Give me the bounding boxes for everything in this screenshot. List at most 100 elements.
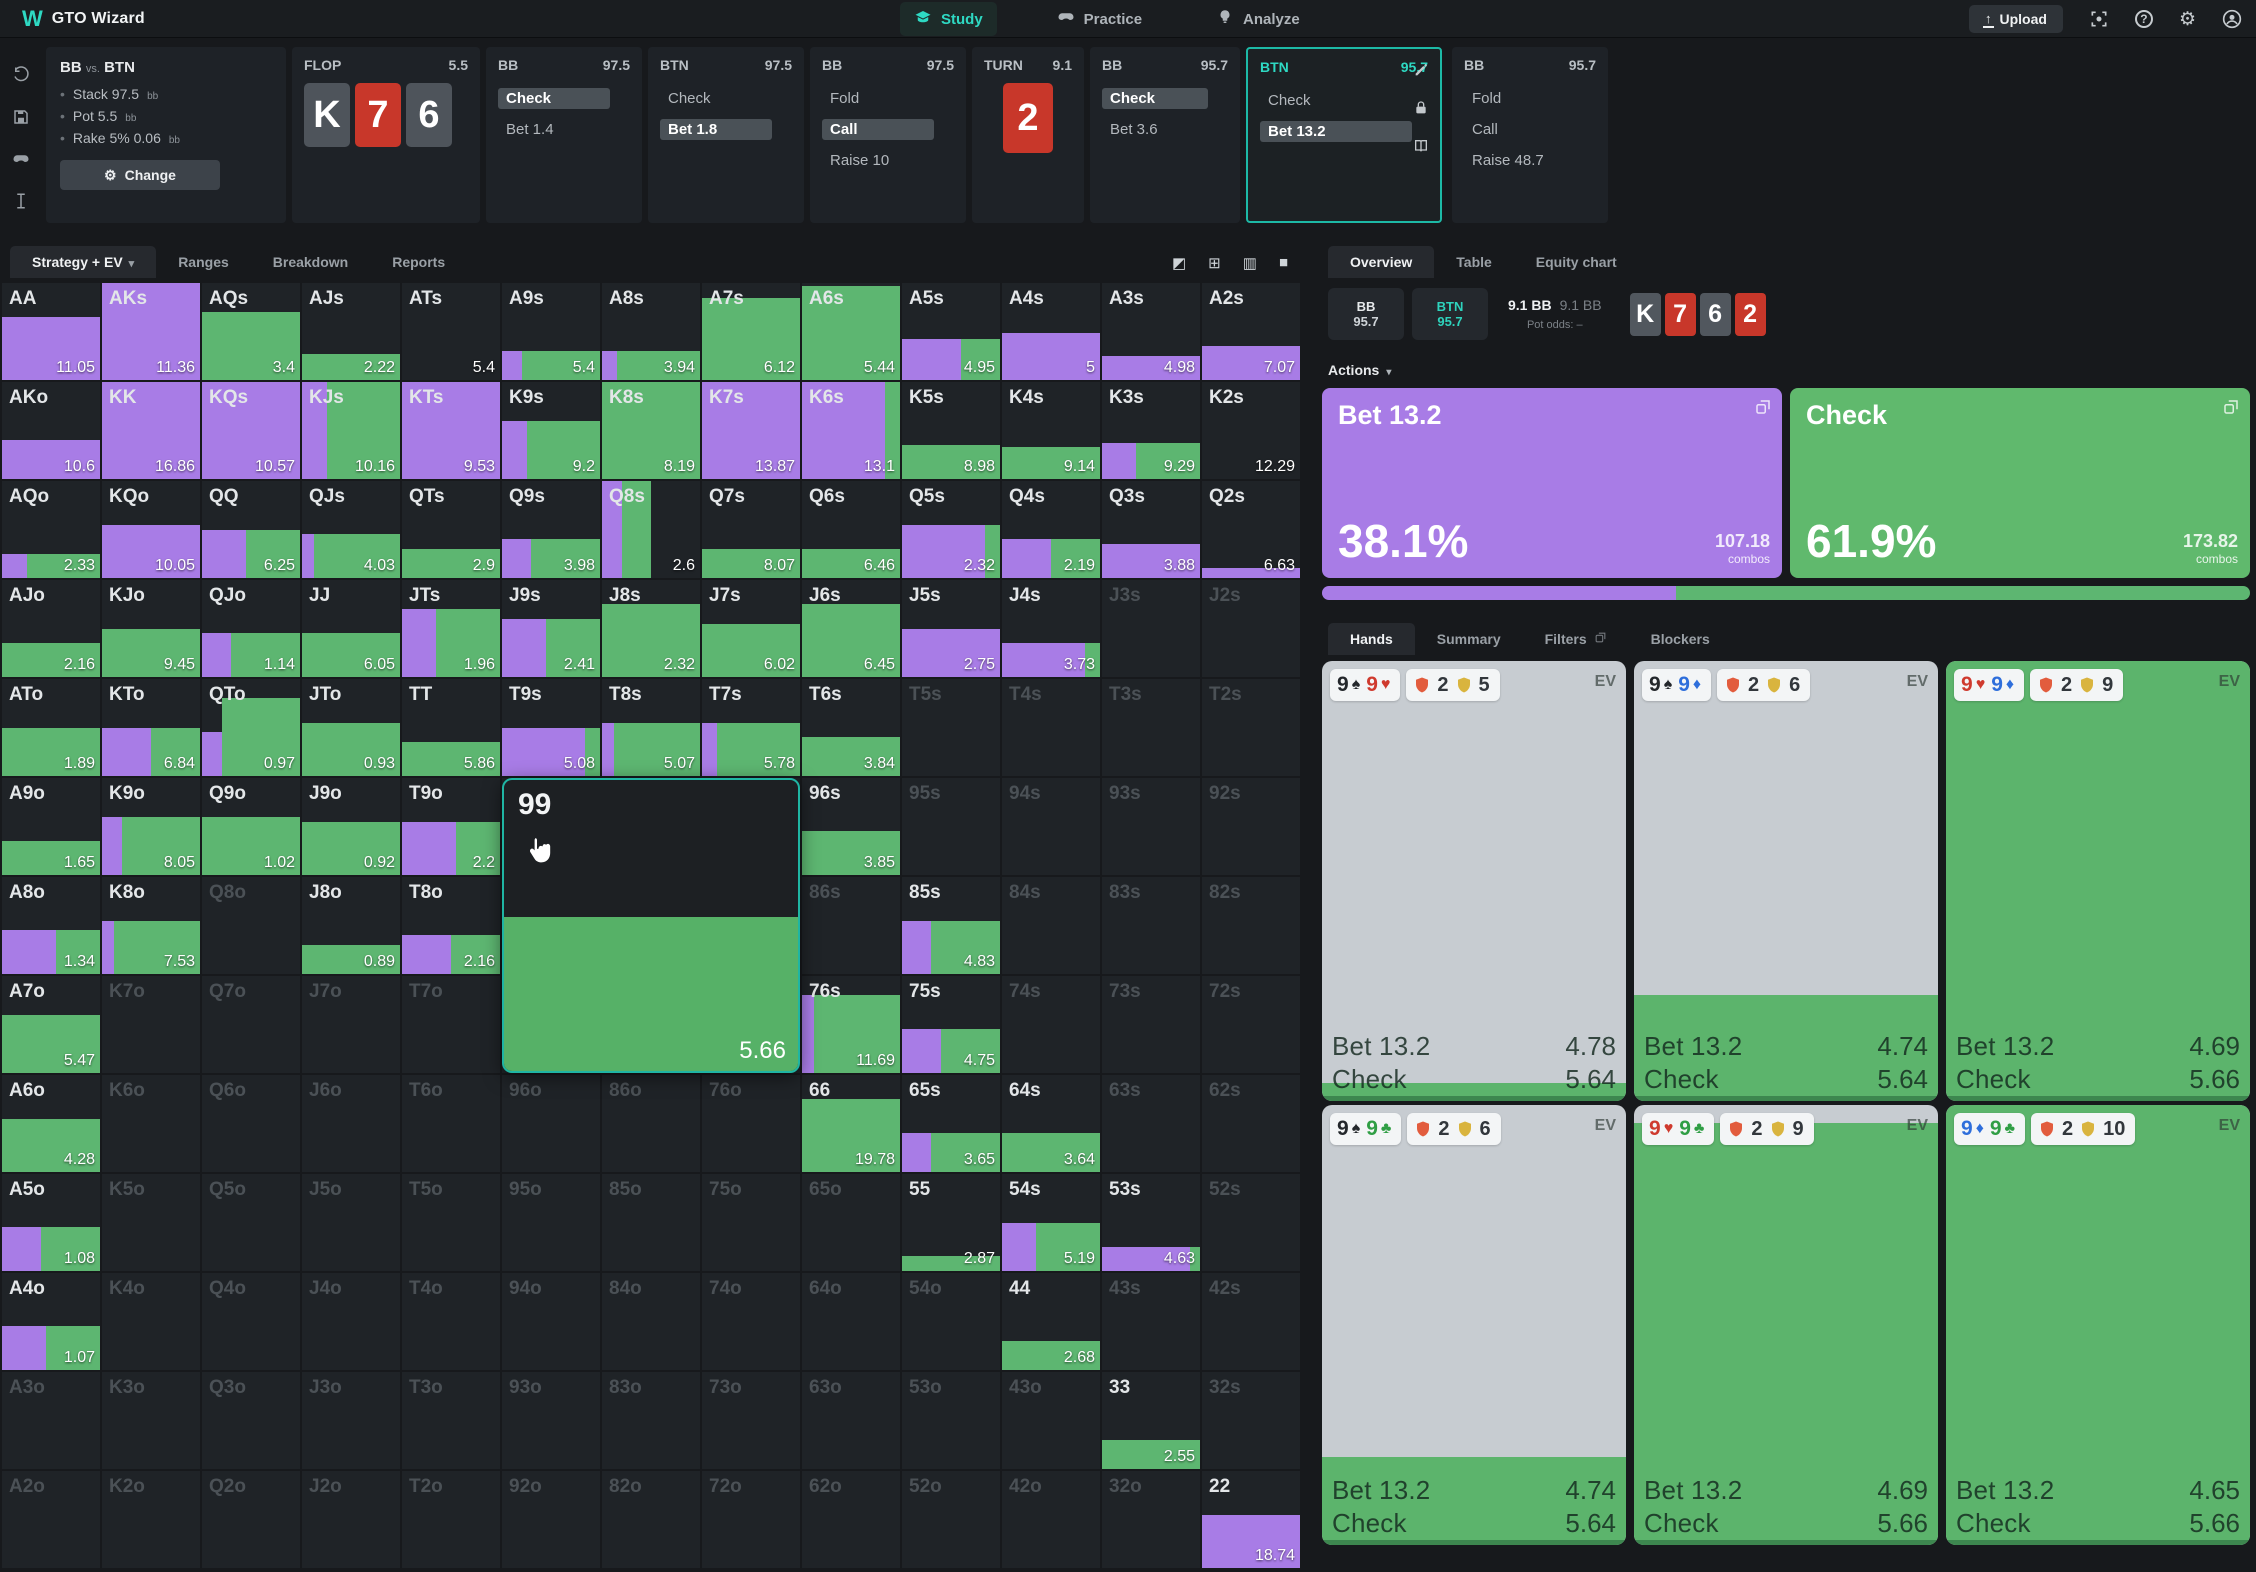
action-call[interactable]: Call — [822, 119, 934, 140]
action-bet[interactable]: Bet 1.4 — [506, 121, 554, 138]
pencil-icon[interactable] — [1412, 61, 1430, 79]
upload-button[interactable]: ↑ Upload — [1969, 5, 2063, 33]
grid-cell-43s[interactable]: 43s — [1102, 1273, 1200, 1370]
player-chip-btn[interactable]: BTN 95.7 — [1412, 288, 1488, 340]
grid-cell-Q5s[interactable]: Q5s 2.32 — [902, 481, 1000, 578]
grid-cell-QTs[interactable]: QTs 2.9 — [402, 481, 500, 578]
grid-cell-62s[interactable]: 62s — [1202, 1075, 1300, 1172]
action-check[interactable]: Check — [498, 88, 610, 109]
grid-cell-T9o[interactable]: T9o 2.2 — [402, 778, 500, 875]
grid-cell-AA[interactable]: AA 11.05 — [2, 283, 100, 380]
grid-cell-A8o[interactable]: A8o 1.34 — [2, 877, 100, 974]
history-panel-flop-0[interactable]: FLOP 5.5 K 7 6 — [292, 47, 480, 223]
tab-ranges[interactable]: Ranges — [178, 254, 229, 270]
grid-cell-K4s[interactable]: K4s 9.14 — [1002, 382, 1100, 479]
grid-cell-K4o[interactable]: K4o — [102, 1273, 200, 1370]
grid-cell-J4o[interactable]: J4o — [302, 1273, 400, 1370]
view-toggle-icon-2[interactable]: ▥ — [1242, 255, 1257, 272]
grid-cell-63o[interactable]: 63o — [802, 1372, 900, 1469]
grid-cell-A2s[interactable]: A2s 7.07 — [1202, 283, 1300, 380]
grid-cell-T2o[interactable]: T2o — [402, 1471, 500, 1568]
grid-cell-KJs[interactable]: KJs 10.16 — [302, 382, 400, 479]
grid-cell-43o[interactable]: 43o — [1002, 1372, 1100, 1469]
grid-cell-J6o[interactable]: J6o — [302, 1075, 400, 1172]
grid-cell-54o[interactable]: 54o — [902, 1273, 1000, 1370]
grid-cell-Q9s[interactable]: Q9s 3.98 — [502, 481, 600, 578]
tab-filters[interactable]: Filters — [1523, 623, 1629, 655]
grid-cell-65o[interactable]: 65o — [802, 1174, 900, 1271]
book-icon[interactable] — [1412, 137, 1430, 155]
grid-cell-J2o[interactable]: J2o — [302, 1471, 400, 1568]
grid-cell-JJ[interactable]: JJ 6.05 — [302, 580, 400, 677]
grid-cell-92o[interactable]: 92o — [502, 1471, 600, 1568]
history-panel-bb-3[interactable]: BB 97.5 Fold Call Raise 10 — [810, 47, 966, 223]
grid-cell-Q8o[interactable]: Q8o — [202, 877, 300, 974]
grid-cell-KQs[interactable]: KQs 10.57 — [202, 382, 300, 479]
grid-cell-74s[interactable]: 74s — [1002, 976, 1100, 1073]
grid-cell-A9s[interactable]: A9s 5.4 — [502, 283, 600, 380]
action-bet[interactable]: Bet 13.2 — [1260, 121, 1412, 142]
history-panel-btn-2[interactable]: BTN 97.5 Check Bet 1.8 — [648, 47, 804, 223]
grid-cell-92s[interactable]: 92s — [1202, 778, 1300, 875]
grid-cell-Q3s[interactable]: Q3s 3.88 — [1102, 481, 1200, 578]
grid-cell-A6o[interactable]: A6o 4.28 — [2, 1075, 100, 1172]
reset-icon[interactable] — [11, 65, 31, 85]
grid-cell-A4o[interactable]: A4o 1.07 — [2, 1273, 100, 1370]
grid-cell-63s[interactable]: 63s — [1102, 1075, 1200, 1172]
grid-cell-K6o[interactable]: K6o — [102, 1075, 200, 1172]
grid-cell-K7o[interactable]: K7o — [102, 976, 200, 1073]
grid-cell-AQo[interactable]: AQo 2.33 — [2, 481, 100, 578]
grid-cell-Q7o[interactable]: Q7o — [202, 976, 300, 1073]
grid-cell-T8o[interactable]: T8o 2.16 — [402, 877, 500, 974]
gear-icon[interactable]: ⚙ — [2178, 8, 2196, 30]
grid-cell-93s[interactable]: 93s — [1102, 778, 1200, 875]
grid-cell-A7o[interactable]: A7o 5.47 — [2, 976, 100, 1073]
grid-cell-K5o[interactable]: K5o — [102, 1174, 200, 1271]
grid-cell-94s[interactable]: 94s — [1002, 778, 1100, 875]
grid-cell-KTs[interactable]: KTs 9.53 — [402, 382, 500, 479]
grid-cell-64s[interactable]: 64s 3.64 — [1002, 1075, 1100, 1172]
grid-cell-42s[interactable]: 42s — [1202, 1273, 1300, 1370]
grid-cell-Q5o[interactable]: Q5o — [202, 1174, 300, 1271]
grid-cell-KQo[interactable]: KQo 10.05 — [102, 481, 200, 578]
action-check[interactable]: Check — [1268, 92, 1311, 109]
grid-cell-32o[interactable]: 32o — [1102, 1471, 1200, 1568]
grid-cell-K9s[interactable]: K9s 9.2 — [502, 382, 600, 479]
combo-cell-9h9d[interactable]: 9 ♥ 9 ♦ 2 9 EV Bet 13.2 4.69 Check 5.66 — [1946, 661, 2250, 1101]
grid-cell-42o[interactable]: 42o — [1002, 1471, 1100, 1568]
change-button[interactable]: ⚙ Change — [60, 160, 220, 190]
grid-cell-95o[interactable]: 95o — [502, 1174, 600, 1271]
action-bet[interactable]: Bet 1.8 — [660, 119, 772, 140]
grid-cell-A8s[interactable]: A8s 3.94 — [602, 283, 700, 380]
grid-cell-74o[interactable]: 74o — [702, 1273, 800, 1370]
grid-cell-Q6s[interactable]: Q6s 6.46 — [802, 481, 900, 578]
grid-cell-53o[interactable]: 53o — [902, 1372, 1000, 1469]
view-toggle-icon-3[interactable]: ■ — [1278, 254, 1288, 271]
tab-blockers[interactable]: Blockers — [1629, 623, 1732, 655]
grid-cell-K2s[interactable]: K2s 12.29 — [1202, 382, 1300, 479]
grid-cell-KTo[interactable]: KTo 6.84 — [102, 679, 200, 776]
combo-cell-9s9c[interactable]: 9 ♠ 9 ♣ 2 6 EV Bet 13.2 4.74 Check 5.64 — [1322, 1105, 1626, 1545]
grid-cell-A3o[interactable]: A3o — [2, 1372, 100, 1469]
grid-cell-A2o[interactable]: A2o — [2, 1471, 100, 1568]
tab-equity-chart[interactable]: Equity chart — [1514, 246, 1639, 278]
tab-reports[interactable]: Reports — [392, 254, 446, 270]
tab-hands[interactable]: Hands — [1328, 623, 1415, 655]
grid-cell-J5s[interactable]: J5s 2.75 — [902, 580, 1000, 677]
actions-dropdown[interactable]: Actions ▾ — [1328, 362, 1392, 378]
grid-cell-J5o[interactable]: J5o — [302, 1174, 400, 1271]
ibeam-icon[interactable] — [11, 191, 31, 211]
hovered-cell-99[interactable]: 99 5.66 — [502, 778, 800, 1073]
grid-cell-73s[interactable]: 73s — [1102, 976, 1200, 1073]
grid-cell-Q3o[interactable]: Q3o — [202, 1372, 300, 1469]
combo-cell-9h9c[interactable]: 9 ♥ 9 ♣ 2 9 EV Bet 13.2 4.69 Check 5.66 — [1634, 1105, 1938, 1545]
grid-cell-T3o[interactable]: T3o — [402, 1372, 500, 1469]
grid-cell-83s[interactable]: 83s — [1102, 877, 1200, 974]
grid-cell-72o[interactable]: 72o — [702, 1471, 800, 1568]
action-box-check[interactable]: Check 61.9% 173.82 combos — [1790, 388, 2250, 578]
grid-cell-T2s[interactable]: T2s — [1202, 679, 1300, 776]
app-logo[interactable]: W GTO Wizard — [0, 6, 420, 32]
action-box-bet-13.2[interactable]: Bet 13.2 38.1% 107.18 combos — [1322, 388, 1782, 578]
action-call[interactable]: Call — [1472, 121, 1498, 138]
grid-cell-J9s[interactable]: J9s 2.41 — [502, 580, 600, 677]
